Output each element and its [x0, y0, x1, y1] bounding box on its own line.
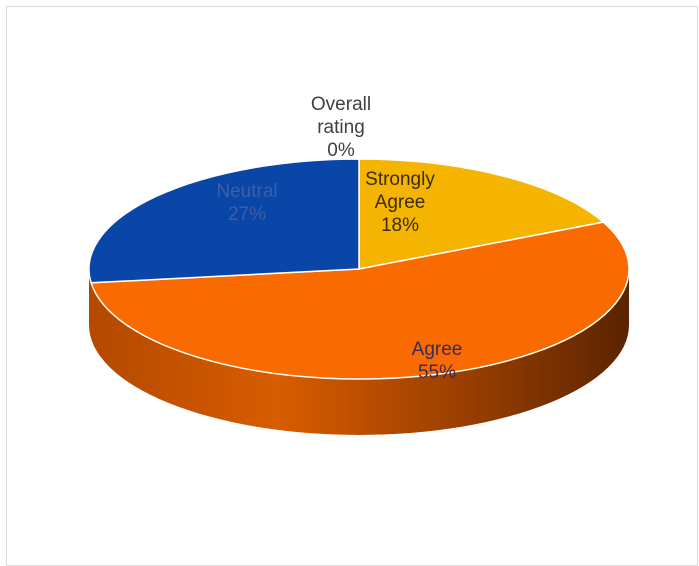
- label-strongly-agree: Strongly Agree 18%: [365, 169, 435, 236]
- label-line: 55%: [418, 362, 456, 383]
- label-agree: Agree 55%: [412, 339, 463, 383]
- label-neutral: Neutral 27%: [216, 181, 277, 225]
- pie-side-wall: [89, 269, 629, 435]
- pie-top-faces: [88, 158, 630, 380]
- label-line: rating: [317, 117, 365, 138]
- label-line: 18%: [381, 215, 419, 236]
- label-line: 27%: [228, 204, 266, 225]
- label-line: Strongly: [365, 169, 435, 190]
- label-line: 0%: [327, 140, 355, 161]
- label-overall-rating: Overall rating 0%: [311, 94, 371, 161]
- label-line: Neutral: [216, 181, 277, 202]
- pie-chart: Strongly Agree 18%Agree 55%Neutral 27%Overal…: [88, 94, 630, 435]
- slice-agree: [90, 221, 630, 380]
- pie-labels: Strongly Agree 18%Agree 55%Neutral 27%Overal…: [216, 94, 462, 383]
- slice-strongly-agree: [358, 158, 605, 270]
- label-line: Agree: [375, 192, 426, 213]
- pie-side-walls: [89, 269, 629, 435]
- label-line: Overall: [311, 94, 371, 115]
- label-line: Agree: [412, 339, 463, 360]
- slice-neutral: [88, 158, 360, 284]
- chart-frame: Strongly Agree 18% Agree 55% Neutral 27% Overal…: [6, 6, 698, 566]
